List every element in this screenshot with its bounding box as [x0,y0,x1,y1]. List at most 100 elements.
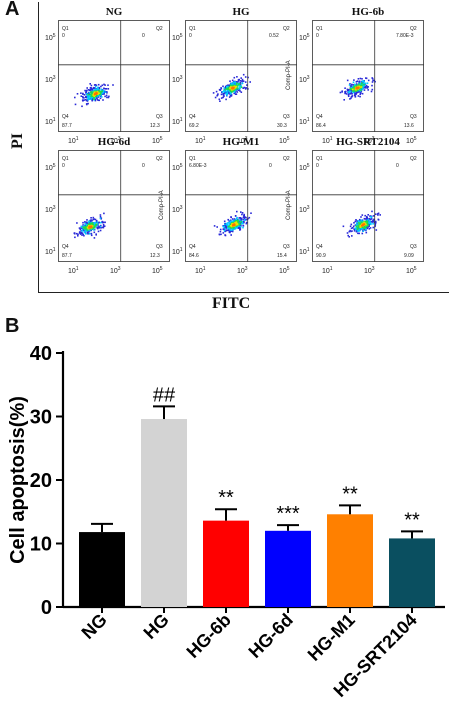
bar [265,530,311,607]
y-tick-label: 105 [172,163,183,172]
event-cloud [74,83,114,108]
quadrant-value: 0 [316,33,319,39]
x-tick-label: 101 [68,136,79,145]
panel-a-y-label: PI [9,133,26,149]
x-tick-label: 105 [279,266,290,275]
plot-frame [312,150,424,262]
quadrant-label: Q2 [283,156,290,162]
event-cloud [339,77,376,101]
y-tick-label: 101 [172,247,183,256]
plot-frame [58,150,170,262]
x-tick-label: 103 [237,136,248,145]
panel-a-frame [38,2,449,293]
bar [79,532,125,607]
quadrant-value: 0 [62,163,65,169]
y-axis-title: Comp-PI-A [159,190,165,220]
y-tick-label: 103 [172,75,183,84]
quadrant-label: Q3 [410,244,417,250]
quadrant-value: 0 [142,163,145,169]
quadrant-value: 0 [316,163,319,169]
event-cloud [73,212,106,239]
x-tick-label: HG-6d [245,610,297,662]
quadrant-value: 30.3 [277,123,287,129]
y-tick-label: 105 [45,163,56,172]
quadrant-value: 69.2 [189,123,199,129]
plot-frame [312,20,424,132]
y-tick-label: 40 [30,343,52,365]
x-tick-label: 101 [68,266,79,275]
quadrant-label: Q3 [156,114,163,120]
y-tick-label: 103 [45,75,56,84]
panel-a-letter: A [5,0,20,20]
quadrant-label: Q3 [410,114,417,120]
facs-plot: HG-SRT2104 Q1 Q2 Q4 Q3 0 0 90.9 9.09 101 101 103 103… [286,136,424,275]
quadrant-value: 0 [62,33,65,39]
facs-plot: HG Q1 Q2 Q4 Q3 0 0.52 69.2 30.3 101 101 103 103 105 10… [172,6,297,145]
x-tick-label: 101 [322,136,333,145]
quadrant-label: Q2 [156,26,163,32]
significance-label: ** [342,483,358,505]
x-tick-label: NG [78,610,111,643]
x-tick-label: 105 [152,136,163,145]
x-tick-label: 103 [110,266,121,275]
y-tick-label: 103 [45,205,56,214]
quadrant-value: 13.6 [404,123,414,129]
quadrant-value: 0 [269,163,272,169]
y-tick-label: 101 [45,247,56,256]
y-tick-label: 0 [41,597,52,619]
facs-plot-title: HG-6b [351,6,385,18]
y-tick-label: 30 [30,407,52,429]
quadrant-label: Q4 [316,244,323,250]
quadrant-value: 0 [142,33,145,39]
y-tick-label: 103 [299,75,310,84]
bar-chart: 0 10 20 30 40 Cell apoptosis(%) NG ## HG ** HG-6b *… [7,343,445,701]
quadrant-value: 87.7 [62,253,72,259]
bar [141,419,187,607]
plot-frame [185,150,297,262]
quadrant-label: Q3 [283,244,290,250]
event-cloud [342,210,381,238]
x-tick-label: HG-6b [183,610,235,662]
quadrant-value: 12.3 [150,123,160,129]
panel-a-x-label: FITC [212,295,251,312]
y-tick-label: 101 [45,117,56,126]
x-tick-label: HG [140,610,173,643]
quadrant-label: Q1 [189,26,196,32]
y-tick-label: 10 [30,534,52,556]
quadrant-value: 84.6 [189,253,199,259]
quadrant-value: 0.52 [269,33,279,39]
y-tick-label: 105 [299,163,310,172]
event-cloud [213,210,252,237]
y-axis-title: Comp-PI-A [286,60,292,90]
facs-plot: HG-6d Q1 Q2 Q4 Q3 0 0 87.7 12.3 101 101 103 103 105 10… [45,136,170,275]
facs-plot: HG-M1 Q1 Q2 Q4 Q3 6.80E-3 0 84.6 15.4 101 101 103 10… [159,136,297,275]
quadrant-value: 9.09 [404,253,414,259]
x-tick-label: 105 [279,136,290,145]
bar [389,538,435,607]
bar [327,514,373,607]
plot-frame [58,20,170,132]
quadrant-label: Q1 [189,156,196,162]
y-tick-label: 105 [299,33,310,42]
quadrant-label: Q2 [283,26,290,32]
quadrant-value: 15.4 [277,253,287,259]
plot-frame [185,20,297,132]
y-tick-label: 101 [172,117,183,126]
y-axis-label: Cell apoptosis(%) [7,396,29,564]
facs-plot: HG-6b Q1 Q2 Q4 Q3 0 7.80E-3 86.4 13.6 101 101 103 10… [286,6,424,145]
quadrant-value: 87.7 [62,123,72,129]
x-tick-label: 105 [406,136,417,145]
x-tick-label: 101 [195,266,206,275]
quadrant-value: 12.3 [150,253,160,259]
quadrant-label: Q1 [316,156,323,162]
significance-label: *** [276,503,300,525]
facs-plot-title: HG-6d [97,136,131,148]
quadrant-label: Q2 [410,26,417,32]
quadrant-label: Q4 [316,114,323,120]
x-tick-label: 103 [110,136,121,145]
quadrant-label: Q2 [156,156,163,162]
x-tick-label: 103 [364,266,375,275]
facs-plot-title: HG [232,6,250,18]
significance-label: ** [218,487,234,509]
y-axis-title: Comp-PI-A [286,190,292,220]
